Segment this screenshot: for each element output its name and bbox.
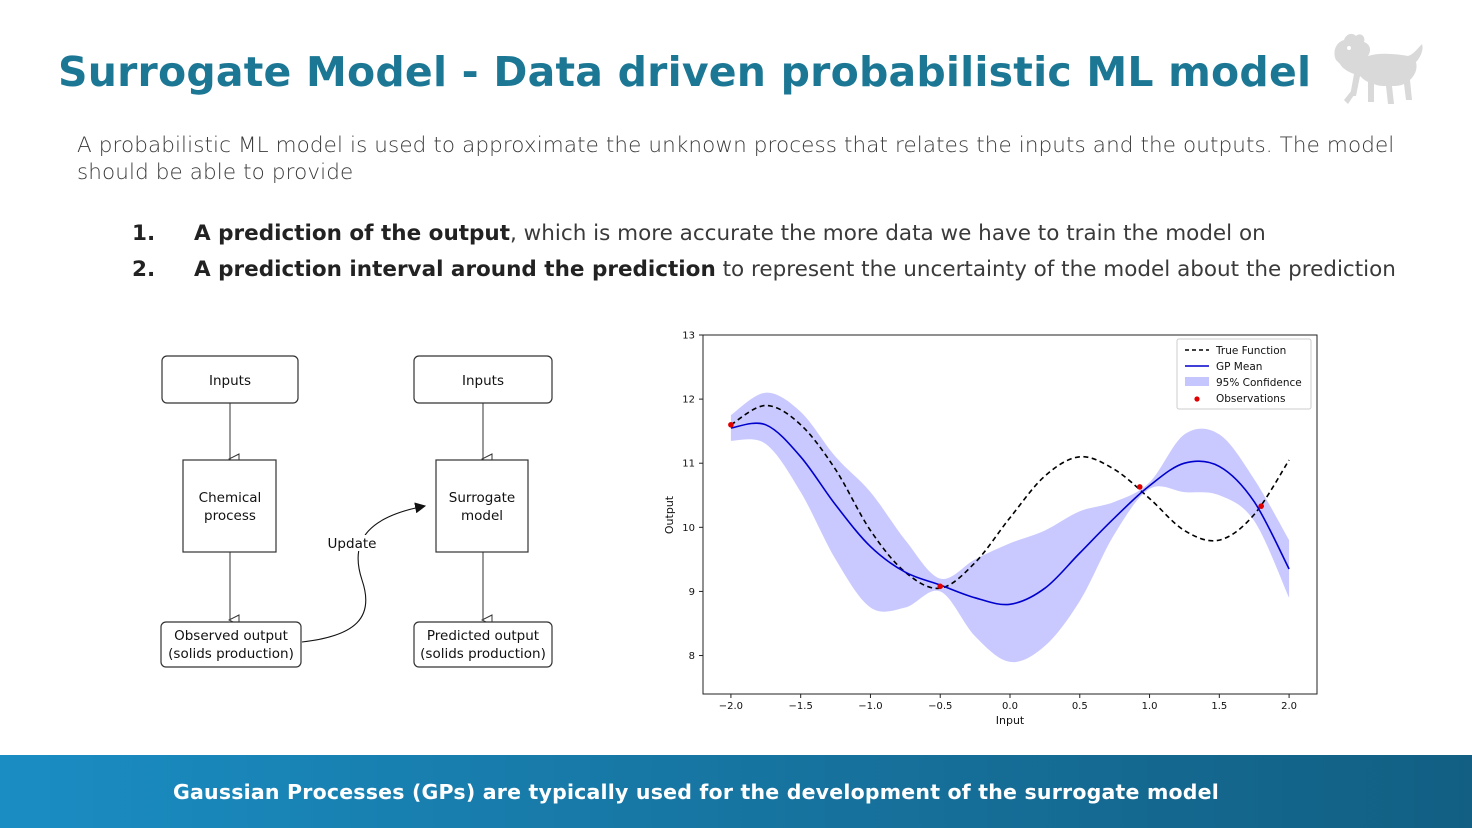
- gp-regression-chart: −2.0 −1.5 −1.0 −0.5 0.0 0.5 1.0 1.5 2.0 8 9 10 11 12 1…: [663, 331, 1318, 727]
- list-item-text: to represent the uncertainty of the mode…: [715, 257, 1396, 282]
- x-tick-label: −1.0: [858, 701, 882, 712]
- legend-box: [1176, 338, 1312, 410]
- observation-point: [937, 583, 944, 590]
- x-tick-label: −1.5: [789, 701, 813, 712]
- observed-output-box: [160, 621, 302, 668]
- list-item: 1. A prediction of the output, which is …: [132, 220, 1402, 247]
- surrogate-model-label-line1: Surrogate: [449, 490, 515, 506]
- x-tick-label: 0.5: [1072, 701, 1088, 712]
- inputs-label-right: Inputs: [462, 373, 504, 389]
- legend-true-function-label: True Function: [1215, 345, 1286, 357]
- intro-paragraph: A probabilistic ML model is used to appr…: [77, 133, 1395, 185]
- list-number: 2.: [132, 257, 156, 282]
- observed-output-label-line1: Observed output: [174, 628, 288, 644]
- update-label: Update: [328, 536, 377, 552]
- x-tick-label: −2.0: [719, 701, 743, 712]
- predicted-output-box: [413, 621, 553, 668]
- y-axis-label: Output: [663, 495, 676, 534]
- y-tick-label: 9: [689, 587, 695, 598]
- true-function-line: [730, 404, 1290, 590]
- list-item-text: , which is more accurate the more data w…: [510, 221, 1266, 246]
- requirements-list: 1. A prediction of the output, which is …: [132, 220, 1402, 292]
- list-item-bold: A prediction of the output: [194, 221, 511, 246]
- gp-mean-line: [730, 422, 1290, 606]
- x-tick-label: 0.0: [1002, 701, 1018, 712]
- legend-gp-mean-label: GP Mean: [1216, 361, 1262, 373]
- y-tick-label: 10: [682, 523, 695, 534]
- legend-confidence-label: 95% Confidence: [1216, 377, 1302, 389]
- legend-observations-swatch: [1194, 396, 1200, 402]
- chemical-process-box: [182, 459, 277, 553]
- confidence-band: [730, 392, 1290, 663]
- process-flowchart: Inputs Chemical process Observed output …: [160, 355, 553, 668]
- legend-observations-label: Observations: [1216, 393, 1285, 405]
- y-tick-label: 12: [682, 395, 695, 406]
- predicted-output-label-line1: Predicted output: [427, 628, 539, 644]
- observation-point: [1258, 503, 1264, 509]
- list-item: 2. A prediction interval around the pred…: [132, 256, 1402, 283]
- footer-text: Gaussian Processes (GPs) are typically u…: [172, 779, 1219, 804]
- y-tick-label: 8: [689, 651, 695, 662]
- inputs-label-left: Inputs: [209, 373, 251, 389]
- y-tick-label: 11: [682, 459, 695, 470]
- six-legged-dog-logo-icon: [1334, 33, 1423, 105]
- surrogate-model-label-line2: model: [461, 508, 503, 524]
- x-tick-label: 1.0: [1142, 701, 1158, 712]
- chemical-process-label-line1: Chemical: [199, 490, 262, 506]
- predicted-output-label-line2: (solids production): [420, 646, 546, 662]
- footer-banner: Gaussian Processes (GPs) are typically u…: [0, 755, 1472, 828]
- x-tick-label: 1.5: [1211, 701, 1227, 712]
- list-item-bold: A prediction interval around the predict…: [194, 257, 716, 282]
- observation-point: [728, 421, 734, 428]
- observed-output-label-line2: (solids production): [168, 646, 294, 662]
- y-tick-label: 13: [682, 331, 695, 342]
- chemical-process-label-line2: process: [204, 508, 256, 524]
- observation-point: [1136, 484, 1143, 490]
- chart-legend: True Function GP Mean 95% Confidence Obs…: [1176, 338, 1312, 410]
- update-arrow: [301, 502, 427, 643]
- update-label-bg: [330, 535, 374, 551]
- legend-confidence-swatch: [1185, 377, 1209, 386]
- x-tick-label: 2.0: [1281, 701, 1297, 712]
- list-number: 1.: [132, 221, 156, 246]
- surrogate-model-box: [435, 459, 529, 553]
- x-axis-label: Input: [996, 714, 1025, 727]
- x-tick-label: −0.5: [928, 701, 952, 712]
- page-title: Surrogate Model - Data driven probabilis…: [58, 48, 1312, 96]
